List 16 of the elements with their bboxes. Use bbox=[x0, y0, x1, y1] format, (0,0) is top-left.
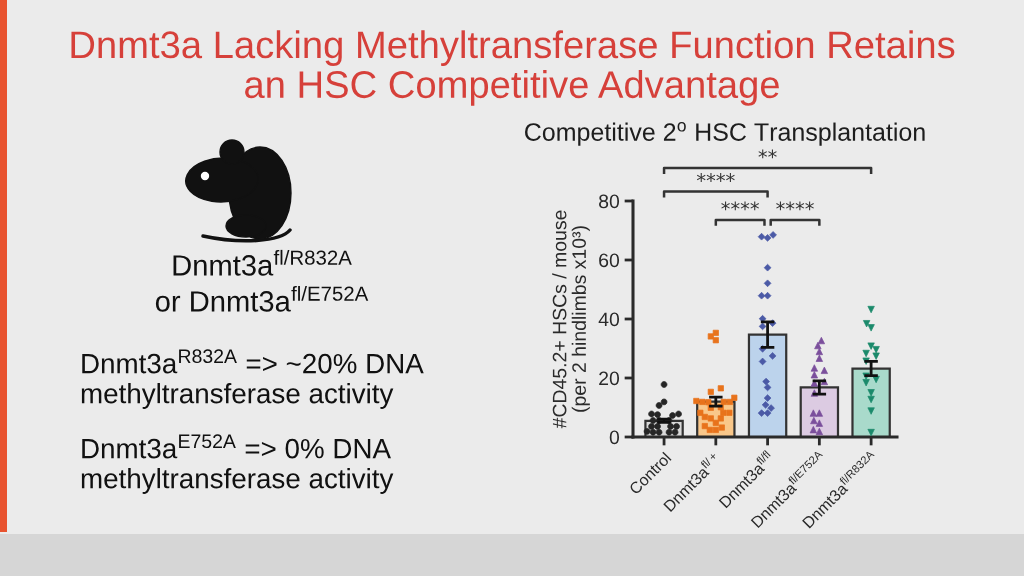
text: Dnmt3a$^{E752A}$ => 0% DNA methyltransferase activity bbox=[81, 434, 394, 494]
y-tick-label: 20 bbox=[599, 371, 620, 386]
y-tick-label: 80 bbox=[599, 194, 620, 209]
y-tick-label: 60 bbox=[599, 253, 620, 268]
text: ** bbox=[758, 149, 777, 159]
annotation: **** bbox=[721, 201, 760, 211]
text: Dnmt3a$^{R832A}$ => ~20% DNA methyltransferase activity bbox=[81, 349, 424, 409]
y-tick-label: 0 bbox=[609, 430, 620, 445]
chart-title: Dnmt3a Lacking Methyltransferase Function Retains an HSC Competitive Advantage bbox=[71, 30, 955, 106]
text: Dnmt3a$^{fl/R832A}$ bbox=[173, 249, 352, 276]
text: or Dnmt3a$^{fl/E752A}$ bbox=[155, 285, 369, 312]
annotation: **** bbox=[776, 201, 814, 211]
y-tick-label: 40 bbox=[598, 312, 620, 327]
text: **** bbox=[696, 173, 735, 182]
y-axis-title: #CD45.2+ HSCs / mouse (per 2 hindlimbs x10³) bbox=[552, 210, 590, 429]
chart-subtitle: Competitive 2$^{o}$ HSC Transplantation bbox=[525, 122, 925, 146]
